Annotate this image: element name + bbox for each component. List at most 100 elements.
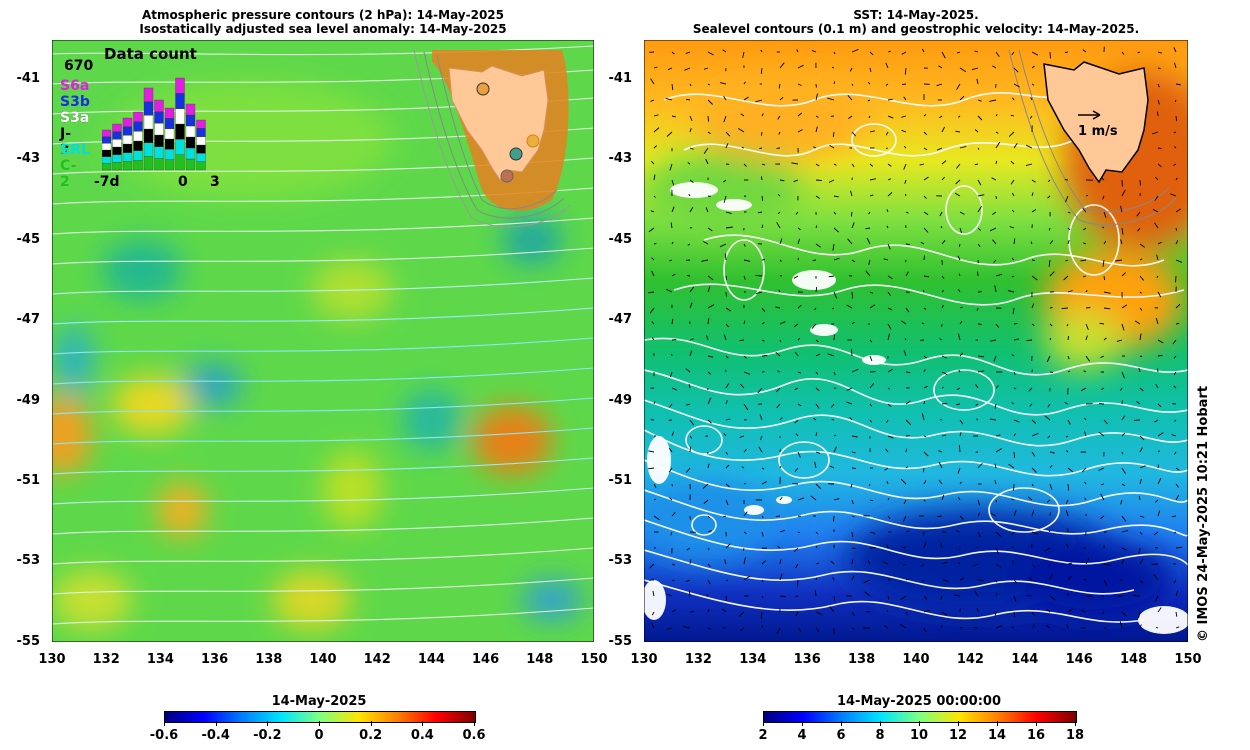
velocity-arrow [1031, 451, 1036, 457]
velocity-arrow [1103, 211, 1107, 218]
velocity-arrow [760, 131, 763, 136]
velocity-arrow [1155, 317, 1159, 325]
velocity-arrow [666, 131, 673, 137]
velocity-arrow [849, 67, 853, 72]
velocity-arrow [651, 160, 655, 165]
velocity-arrow [994, 403, 997, 409]
velocity-arrow [815, 531, 819, 535]
velocity-arrow [1103, 307, 1111, 310]
velocity-arrow [777, 193, 781, 197]
velocity-arrow [887, 192, 893, 197]
velocity-arrow [797, 627, 802, 632]
velocity-arrow [1121, 432, 1126, 437]
velocity-arrow [956, 163, 961, 169]
velocity-arrow [833, 227, 839, 233]
velocity-arrow [1121, 323, 1125, 331]
velocity-arrow [1049, 51, 1051, 59]
velocity-arrow [671, 206, 675, 213]
velocity-arrow [869, 419, 872, 423]
velocity-arrow [900, 478, 907, 485]
right-xtick-134: 134 [739, 652, 767, 667]
velocity-arrow [1049, 240, 1054, 245]
velocity-arrow [958, 445, 961, 453]
velocity-arrow [923, 307, 927, 310]
velocity-arrow [685, 98, 691, 101]
velocity-arrow [707, 609, 710, 613]
velocity-arrow [1025, 163, 1033, 167]
velocity-arrow [707, 579, 711, 585]
velocity-arrow [1013, 387, 1017, 390]
velocity-arrow [851, 499, 854, 505]
velocity-arrow [885, 448, 889, 453]
velocity-arrow [833, 195, 839, 198]
velocity-arrow [688, 383, 691, 389]
velocity-arrow [1102, 195, 1105, 200]
velocity-arrow [869, 304, 876, 309]
velocity-arrow [743, 575, 751, 581]
velocity-arrow [810, 495, 817, 501]
velocity-arrow [668, 467, 673, 473]
velocity-arrow [885, 147, 889, 149]
tasmania-shelf-right [1008, 49, 1177, 226]
velocity-arrow [707, 83, 711, 86]
velocity-arrow [1049, 483, 1053, 490]
velocity-arrow [851, 559, 854, 565]
velocity-arrow [941, 240, 946, 245]
velocity-arrow [851, 321, 855, 325]
right-cbtick-18: 18 [1065, 728, 1085, 743]
right-cbtick-mark [1075, 721, 1076, 726]
velocity-arrow [795, 211, 799, 215]
velocity-arrow [1175, 115, 1178, 122]
velocity-arrow [851, 627, 855, 630]
velocity-arrow [1045, 624, 1051, 629]
velocity-arrow [940, 225, 943, 229]
velocity-arrow [815, 126, 818, 133]
velocity-arrow [1155, 626, 1159, 629]
velocity-arrow [725, 543, 731, 549]
velocity-arrow [1175, 494, 1179, 501]
velocity-arrow [1175, 611, 1178, 617]
velocity-arrow [725, 226, 733, 229]
velocity-arrow [1121, 415, 1126, 421]
right-colorbar-title: 14-May-2025 00:00:00 [836, 694, 1002, 709]
data-count-bar-segment [143, 115, 154, 130]
mission-S6a: S6a [60, 78, 90, 94]
velocity-arrow [1175, 303, 1181, 309]
velocity-arrow [671, 241, 674, 245]
velocity-arrow [977, 370, 985, 373]
velocity-arrow [1085, 307, 1091, 309]
velocity-arrow [923, 435, 927, 438]
velocity-arrow [941, 355, 947, 359]
velocity-arrow [923, 400, 926, 405]
velocity-arrow [974, 163, 979, 166]
velocity-arrow [703, 499, 709, 504]
velocity-arrow [1157, 339, 1164, 344]
data-count-bar-segment [102, 129, 112, 137]
velocity-arrow [725, 355, 729, 359]
velocity-arrow [725, 595, 727, 602]
velocity-arrow [941, 290, 944, 293]
velocity-arrow [1139, 624, 1142, 629]
velocity-arrow [1098, 467, 1105, 471]
velocity-arrow [1067, 562, 1073, 565]
velocity-arrow [761, 113, 764, 117]
velocity-arrow [1175, 259, 1183, 263]
velocity-arrow [1175, 322, 1180, 325]
data-count-bar-segment [185, 158, 196, 171]
velocity-arrow [887, 178, 891, 181]
data-count-bar-segment [154, 111, 164, 124]
velocity-arrow [815, 339, 819, 343]
velocity-arrow [941, 275, 945, 279]
velocity-arrow [685, 579, 691, 583]
velocity-arrow [1049, 337, 1052, 341]
velocity-arrow [941, 51, 946, 59]
data-count-bar-segment [196, 128, 206, 137]
velocity-arrow [776, 222, 781, 229]
velocity-arrow [905, 371, 911, 374]
mission-S3b: S3b [60, 94, 90, 110]
velocity-arrow [651, 611, 655, 616]
velocity-arrow [1170, 193, 1177, 197]
velocity-arrow [869, 339, 873, 343]
velocity-arrow [1175, 227, 1178, 231]
velocity-arrow [1103, 275, 1106, 281]
